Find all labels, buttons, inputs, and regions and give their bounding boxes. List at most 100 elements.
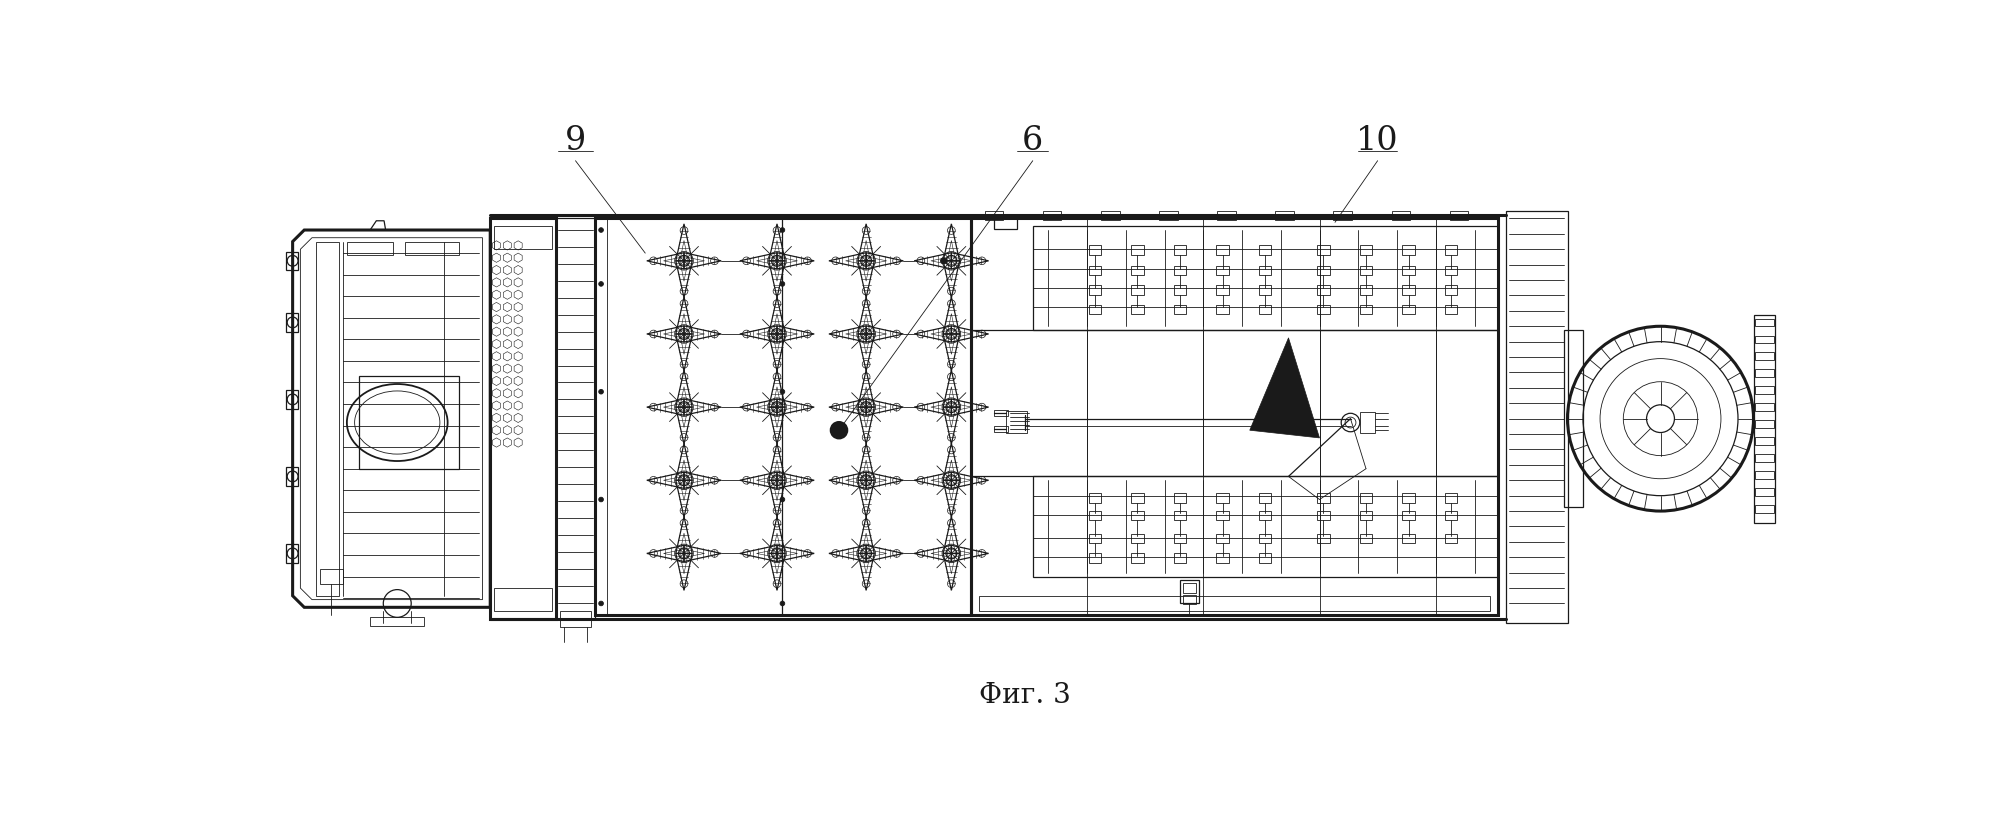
Bar	[1216, 266, 1228, 275]
Bar	[1260, 553, 1272, 563]
Circle shape	[598, 497, 604, 502]
Circle shape	[598, 228, 604, 232]
Bar	[1360, 305, 1372, 314]
Bar	[286, 252, 298, 270]
Bar	[1088, 553, 1100, 563]
Bar	[1564, 330, 1584, 507]
Bar	[1032, 477, 1498, 577]
Bar	[1260, 266, 1272, 275]
Text: 10: 10	[1356, 126, 1398, 158]
Bar	[1360, 245, 1372, 254]
Bar	[316, 241, 340, 596]
Bar	[1216, 534, 1228, 544]
Circle shape	[780, 601, 784, 605]
Bar	[1088, 534, 1100, 544]
Bar	[1218, 211, 1236, 220]
Bar	[1260, 286, 1272, 295]
Bar	[1132, 245, 1144, 254]
Bar	[1446, 534, 1458, 544]
Bar	[1334, 211, 1352, 220]
Bar	[1360, 411, 1376, 434]
Bar	[970, 218, 1498, 615]
Bar	[994, 411, 1008, 416]
Bar	[1174, 553, 1186, 563]
Bar	[1318, 511, 1330, 520]
Bar	[1216, 305, 1228, 314]
Bar	[1756, 420, 1774, 428]
Bar	[994, 425, 1008, 432]
Polygon shape	[1250, 338, 1320, 438]
Bar	[346, 241, 394, 255]
Bar	[1132, 305, 1144, 314]
Bar	[1174, 286, 1186, 295]
Bar	[1402, 286, 1414, 295]
Bar	[1446, 305, 1458, 314]
Circle shape	[598, 389, 604, 394]
Bar	[1446, 245, 1458, 254]
Bar	[358, 377, 460, 468]
Bar	[1360, 511, 1372, 520]
Bar	[286, 313, 298, 332]
Bar	[1180, 581, 1200, 604]
Bar	[1318, 266, 1330, 275]
Bar	[1360, 266, 1372, 275]
Bar	[1360, 493, 1372, 502]
Bar	[1160, 211, 1178, 220]
Bar	[1088, 511, 1100, 520]
Bar	[1318, 245, 1330, 254]
Bar	[1402, 493, 1414, 502]
Bar	[1754, 315, 1776, 523]
Bar	[1450, 211, 1468, 220]
Bar	[1132, 286, 1144, 295]
Bar	[1032, 226, 1498, 330]
Circle shape	[780, 228, 784, 232]
Bar	[1446, 511, 1458, 520]
Bar	[1402, 245, 1414, 254]
Bar	[1216, 553, 1228, 563]
Circle shape	[832, 423, 846, 438]
Text: 9: 9	[564, 126, 586, 158]
Bar	[494, 226, 552, 249]
Bar	[1318, 493, 1330, 502]
Circle shape	[780, 282, 784, 287]
Bar	[1506, 211, 1568, 623]
Bar	[1174, 493, 1186, 502]
Bar	[1174, 266, 1186, 275]
Bar	[1216, 493, 1228, 502]
Bar	[1318, 305, 1330, 314]
Bar	[490, 218, 556, 619]
Bar	[1216, 245, 1228, 254]
Bar	[1756, 471, 1774, 479]
Bar	[1402, 534, 1414, 544]
Bar	[1132, 493, 1144, 502]
Bar	[1318, 534, 1330, 544]
Bar	[1446, 266, 1458, 275]
Circle shape	[780, 389, 784, 394]
Bar	[1402, 305, 1414, 314]
Bar	[286, 544, 298, 563]
Bar	[1042, 211, 1062, 220]
Bar	[1756, 335, 1774, 344]
Bar	[1088, 493, 1100, 502]
Bar	[1756, 505, 1774, 513]
Bar	[494, 588, 552, 611]
Bar	[404, 241, 460, 255]
Bar	[1318, 286, 1330, 295]
Bar	[984, 211, 1004, 220]
Bar	[1402, 266, 1414, 275]
Bar	[1216, 286, 1228, 295]
Bar	[1756, 437, 1774, 445]
Text: Фиг. 3: Фиг. 3	[980, 682, 1070, 710]
Bar	[1360, 534, 1372, 544]
Bar	[1174, 305, 1186, 314]
Bar	[1132, 553, 1144, 563]
Bar	[1132, 511, 1144, 520]
Bar	[1260, 534, 1272, 544]
Circle shape	[598, 601, 604, 605]
Circle shape	[940, 258, 946, 263]
Bar	[1756, 353, 1774, 360]
Bar	[1216, 511, 1228, 520]
Bar	[286, 468, 298, 486]
Bar	[1100, 211, 1120, 220]
Bar	[1088, 286, 1100, 295]
